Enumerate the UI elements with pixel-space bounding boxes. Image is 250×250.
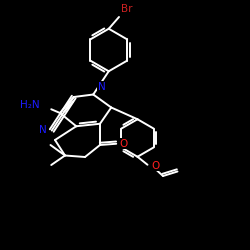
Text: N: N	[40, 125, 47, 135]
Text: O: O	[119, 139, 128, 149]
Text: O: O	[151, 161, 160, 171]
Text: H₂N: H₂N	[20, 100, 40, 110]
Text: Br: Br	[122, 4, 133, 14]
Text: N: N	[98, 82, 106, 92]
